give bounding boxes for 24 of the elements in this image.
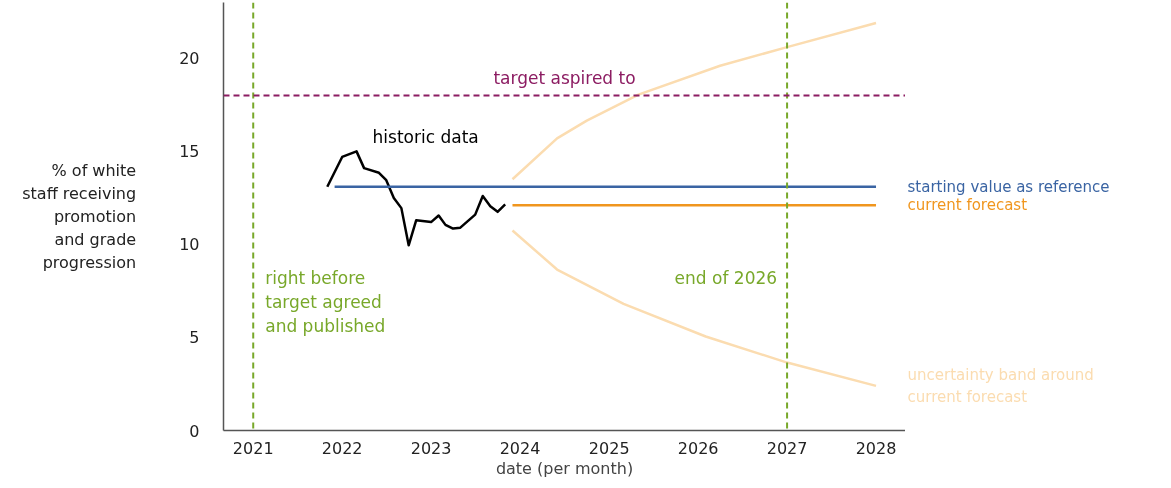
text: starting value as reference (907, 177, 1110, 196)
ref-line-label: target aspired to (493, 67, 636, 88)
x-tick-label: 2022 (321, 438, 363, 458)
text: uncertainty band around current forecast (907, 366, 1094, 406)
y-axis-title: % of white staff receiving promotion and grade progression (22, 161, 137, 272)
y-tick-label: 20 (179, 49, 200, 69)
x-tick-label: 2028 (855, 438, 897, 458)
series-label: historic data (372, 127, 479, 148)
x-tick-label: 2027 (766, 438, 808, 458)
x-tick-label: 2025 (588, 438, 630, 458)
y-tick-label: 0 (189, 421, 200, 441)
x-tick-label: 2023 (410, 438, 452, 458)
y-tick-label: 5 (189, 328, 200, 348)
x-tick-label: 2021 (232, 438, 274, 458)
x-axis-title: date (per month) (495, 458, 634, 478)
text: current forecast (907, 196, 1028, 215)
ref-line-label: right before target agreed and published (265, 267, 386, 336)
y-tick-label: 15 (179, 142, 200, 162)
x-tick-label: 2024 (499, 438, 541, 458)
line-series (511, 229, 878, 388)
x-tick-label: 2026 (677, 438, 719, 458)
ref-line-label: end of 2026 (674, 267, 778, 288)
line-series (326, 150, 507, 247)
y-tick-label: 10 (179, 235, 200, 255)
